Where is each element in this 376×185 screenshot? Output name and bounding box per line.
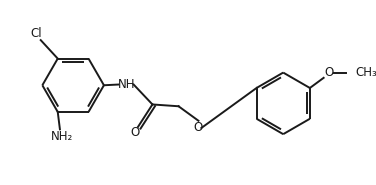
Text: Cl: Cl [30,27,42,41]
Text: O: O [130,126,140,139]
Text: CH₃: CH₃ [355,66,376,79]
Text: NH: NH [118,78,135,91]
Text: O: O [325,65,334,79]
Text: NH₂: NH₂ [51,130,73,143]
Text: O: O [194,122,203,134]
